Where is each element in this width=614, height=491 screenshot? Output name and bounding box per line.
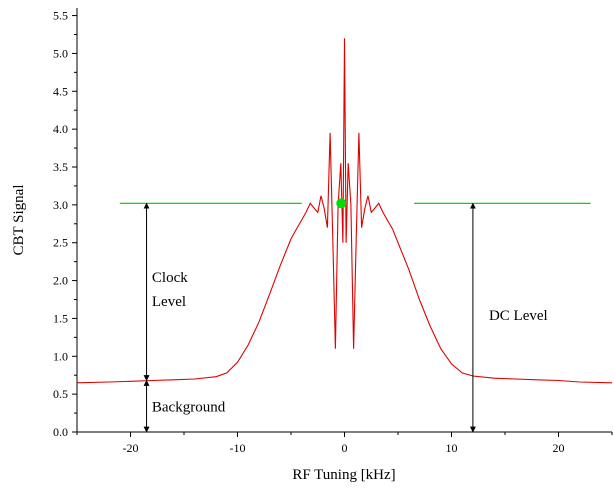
x-tick-label: 20 [553,441,565,455]
y-axis-ticks: 0.0 0.5 1.0 1.5 2.0 2.5 3.0 3.5 4.0 4.5 5.0 5.5 [53,9,77,439]
y-tick-label: 1.5 [53,311,68,325]
y-tick-label: 4.5 [53,84,68,98]
y-tick-label: 0.0 [53,425,68,439]
y-tick-label: 5.5 [53,9,68,23]
background-label: Background [152,400,226,416]
y-tick-label: 3.5 [53,160,68,174]
x-tick-label: -10 [230,441,246,455]
y-axis-title: CBT Signal [11,185,27,256]
y-tick-label: 5.0 [53,46,68,60]
y-tick-label: 1.0 [53,349,68,363]
x-tick-label: 10 [446,441,458,455]
x-tick-label: 0 [342,441,348,455]
y-tick-label: 2.5 [53,236,68,250]
y-tick-label: 4.0 [53,122,68,136]
x-tick-label: -20 [123,441,139,455]
clock-level-label-line2: Level [152,294,186,310]
dc-level-label: DC Level [489,308,548,324]
signal-curve [76,38,613,384]
x-axis-ticks: -20 -10 0 10 20 [76,432,613,455]
center-marker [336,198,347,209]
y-tick-label: 0.5 [53,387,68,401]
y-tick-label: 2.0 [53,274,68,288]
clock-level-label-line1: Clock [152,270,188,286]
y-tick-label: 3.0 [53,198,68,212]
x-axis-title: RF Tuning [kHz] [292,467,395,483]
